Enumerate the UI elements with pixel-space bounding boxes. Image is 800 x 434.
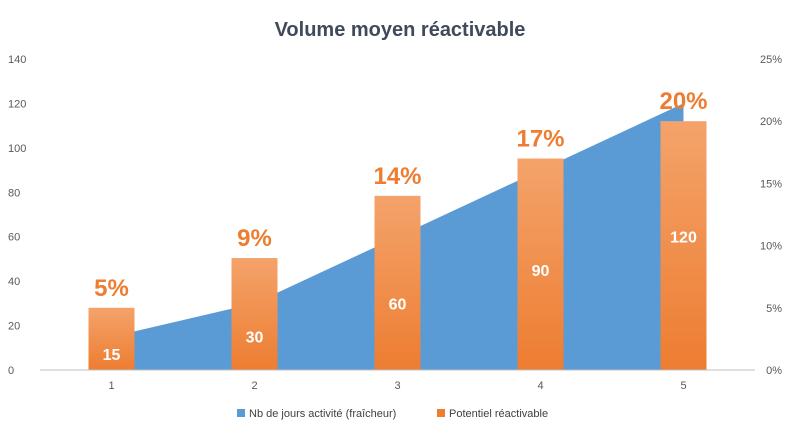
right-axis-tick: 10% <box>760 241 782 253</box>
right-axis-tick: 15% <box>760 178 782 190</box>
left-axis-tick: 140 <box>8 54 26 66</box>
x-axis-tick-3: 3 <box>394 380 400 392</box>
chart-title: Volume moyen réactivable <box>275 19 526 41</box>
axes-layer: 0 20 40 60 80 100 120 140 0% 5% 10% 15% 20% 25% 1 2 3 4 5 <box>8 54 782 392</box>
left-axis-tick: 120 <box>8 98 26 110</box>
left-axis-tick: 20 <box>8 321 20 333</box>
bar-inner-label-5: 120 <box>670 230 697 247</box>
legend-label-bar: Potentiel réactivable <box>449 408 548 420</box>
bar-percent-label-3: 14% <box>373 163 421 190</box>
bar-percent-label-5: 20% <box>659 88 707 115</box>
bar-percent-label-2: 9% <box>237 225 272 252</box>
legend-label-area: Nb de jours activité (fraîcheur) <box>249 408 396 420</box>
right-axis-tick: 25% <box>760 54 782 66</box>
x-axis-tick-4: 4 <box>537 380 543 392</box>
bar-inner-label-3: 60 <box>389 296 407 313</box>
legend-swatch-area <box>237 409 245 417</box>
bar-1 <box>88 307 135 370</box>
bar-percent-label-1: 5% <box>94 275 129 302</box>
legend: Nb de jours activité (fraîcheur) Potenti… <box>237 408 548 420</box>
left-axis-tick: 40 <box>8 276 20 288</box>
bar-3 <box>374 195 421 370</box>
right-axis-tick: 5% <box>766 303 782 315</box>
x-axis-tick-5: 5 <box>680 380 686 392</box>
bar-series-layer <box>88 121 707 370</box>
bar-percent-label-4: 17% <box>516 126 564 153</box>
left-axis-tick: 0 <box>8 365 14 377</box>
bar-inner-label-2: 30 <box>246 330 264 347</box>
bar-4 <box>517 158 564 370</box>
data-labels-layer: 5% 9% 14% 17% 20% 15 30 60 90 120 <box>94 88 707 364</box>
x-axis-tick-1: 1 <box>108 380 114 392</box>
right-axis-tick: 0% <box>766 365 782 377</box>
legend-swatch-bar <box>437 409 445 417</box>
right-axis-tick: 20% <box>760 116 782 128</box>
x-axis-tick-2: 2 <box>251 380 257 392</box>
bar-5 <box>660 121 707 370</box>
bar-inner-label-4: 90 <box>532 263 550 280</box>
left-axis-tick: 80 <box>8 187 20 199</box>
left-axis-tick: 100 <box>8 143 26 155</box>
left-axis-tick: 60 <box>8 232 20 244</box>
bar-inner-label-1: 15 <box>103 347 121 364</box>
bar-2 <box>231 258 278 370</box>
